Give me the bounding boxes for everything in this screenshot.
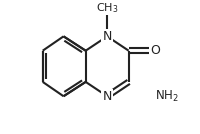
Text: O: O: [150, 44, 160, 57]
Text: CH$_3$: CH$_3$: [96, 1, 118, 15]
Text: N: N: [102, 30, 112, 43]
Text: —: —: [101, 1, 113, 14]
Text: NH$_2$: NH$_2$: [155, 89, 179, 104]
Text: N: N: [102, 90, 112, 103]
